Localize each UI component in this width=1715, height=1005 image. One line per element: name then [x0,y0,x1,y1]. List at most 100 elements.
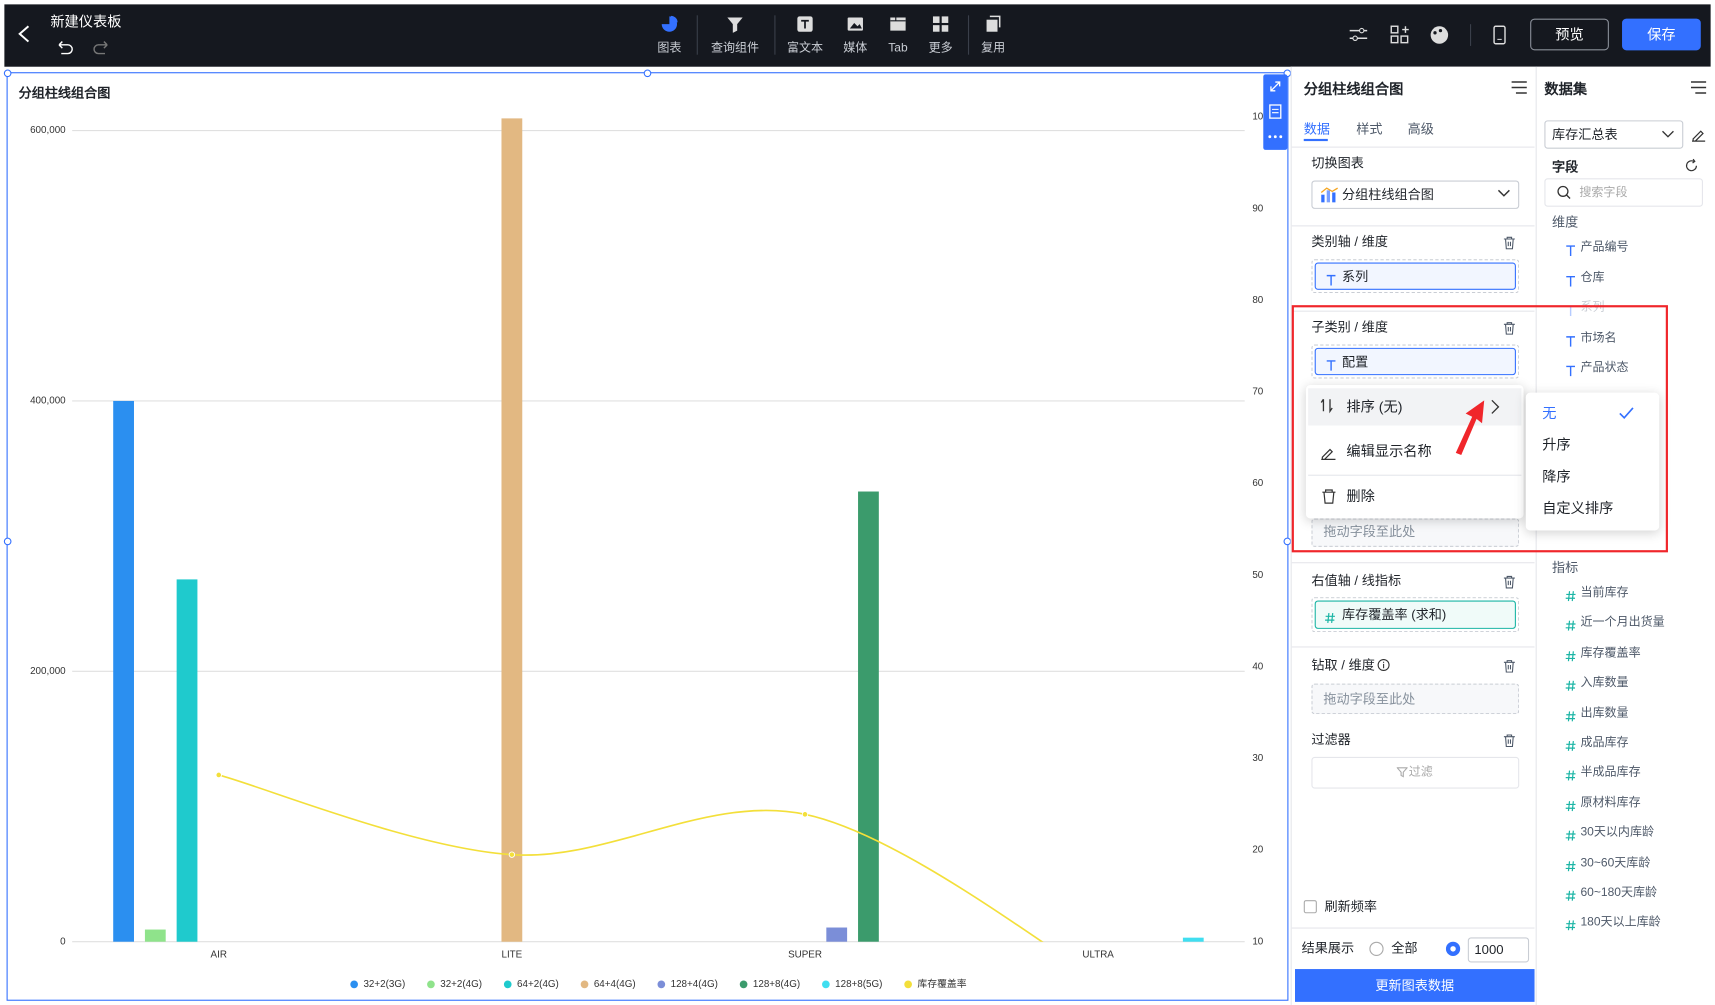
save-button[interactable]: 保存 [1622,18,1701,51]
sort-option[interactable]: 降序 [1542,468,1571,485]
dimension-field[interactable]: 仓库 [1580,271,1605,285]
y2-tick-label: 20 [1252,845,1263,856]
menu-item[interactable]: 编辑显示名称 [1346,442,1432,460]
measure-field[interactable]: 30~60天库龄 [1580,855,1651,870]
legend-label: 64+4(4G) [594,979,636,990]
y2-tick-label: 10 [1252,936,1263,947]
menu-item[interactable]: 删除 [1346,487,1375,505]
chart-card[interactable]: 分组柱线组合图 0 200,000 400,000 600,000 10 20 30 40 50… [6,72,1289,1001]
drop-zone[interactable] [1311,259,1520,294]
legend-marker [904,980,912,989]
number-field-icon-glyph [1565,800,1576,811]
edit-icon[interactable] [1691,127,1706,142]
text-field-icon-glyph [1566,305,1575,317]
field-chip[interactable] [1314,262,1516,290]
back-button[interactable] [15,24,33,44]
info-icon[interactable] [1377,658,1390,672]
sort-option[interactable]: 升序 [1542,436,1571,453]
dashboard-title: 新建仪表板 [50,13,122,30]
sort-option[interactable]: 无 [1542,404,1557,422]
text-field-icon-glyph [1566,365,1575,377]
dimension-field[interactable]: 产品编号 [1580,240,1629,254]
dimension-field[interactable]: 系列 [1580,300,1605,314]
sort-option[interactable]: 自定义排序 [1542,499,1614,517]
text-field-icon-glyph [1326,274,1336,286]
measure-field[interactable]: 原材料库存 [1580,796,1641,810]
chart-select[interactable] [1311,180,1520,209]
menu-icon[interactable] [1511,81,1527,94]
toolbar-icon-glyph [932,16,949,32]
y-tick-label: 600,000 [30,125,66,136]
dimension-field[interactable]: 市场名 [1580,331,1617,345]
measure-field[interactable]: 半成品库存 [1580,766,1641,780]
dataset-select[interactable] [1544,120,1684,149]
toolbar-label[interactable]: 更多 [928,41,953,55]
update-button[interactable]: 更新图表数据 [1295,969,1535,1002]
tab[interactable]: 样式 [1356,121,1383,137]
legend-label: 64+2(4G) [517,979,559,990]
number-field-icon-glyph [1565,591,1576,602]
field-chip[interactable] [1314,600,1516,629]
x-tick-label: LITE [501,949,522,960]
x-tick-label: ULTRA [1082,949,1114,960]
x-tick-label: AIR [211,949,227,960]
separator [967,15,970,55]
refresh-icon[interactable] [1684,158,1698,173]
preview-button[interactable]: 预览 [1530,18,1609,51]
radio-selected[interactable] [1445,941,1461,956]
toolbar-icon-glyph [727,17,743,33]
legend-label: 32+2(4G) [440,979,482,990]
measure-field[interactable]: 近一个月出货量 [1580,616,1665,630]
measure-field[interactable]: 成品库存 [1580,736,1629,750]
top-icons[interactable] [1348,24,1512,46]
chart-title: 分组柱线组合图 [19,85,111,101]
section-label: 类别轴 / 维度 [1311,234,1388,250]
section-label: 子类别 / 维度 [1311,319,1388,335]
drop-zone[interactable] [1311,597,1520,633]
limit-value: 1000 [1474,941,1504,958]
measure-field[interactable]: 库存覆盖率 [1580,646,1641,660]
toolbar-label[interactable]: Tab [888,41,908,55]
toolbar-icon-glyph [661,15,678,32]
undo-redo[interactable] [55,39,112,57]
menu-icon[interactable] [1690,81,1707,94]
radio[interactable] [1369,941,1384,956]
limit-input[interactable] [1467,937,1530,963]
measure-field[interactable]: 30天以内库龄 [1580,825,1655,840]
toolbar-label[interactable]: 查询组件 [710,41,760,55]
drop-hint: 拖动字段至此处 [1323,523,1416,540]
toolbar-label[interactable]: 复用 [981,41,1006,55]
text-field-icon [1326,271,1337,291]
chart-toolbar[interactable] [1263,74,1288,150]
toolbar-label[interactable]: 媒体 [843,41,868,55]
measure-field[interactable]: 出库数量 [1580,706,1629,720]
tab[interactable]: 高级 [1407,121,1434,137]
delete-icon-glyph [1503,734,1515,748]
legend-label: 库存覆盖率 [917,977,966,990]
checkbox[interactable] [1303,900,1317,914]
search-box[interactable] [1544,178,1703,207]
chart-toolbar-icons[interactable] [1263,74,1287,149]
drop-zone[interactable] [1311,683,1520,715]
number-field-icon-glyph [1565,621,1576,632]
dimension-field[interactable]: 产品状态 [1580,360,1629,375]
measure-field[interactable]: 180天以上库龄 [1580,915,1661,930]
legend-marker [350,980,358,989]
separator [696,15,698,55]
legend-marker [503,980,512,989]
toolbar-label[interactable]: 富文本 [786,41,824,55]
divider [1291,146,1535,148]
number-field-icon-glyph [1565,740,1576,751]
toolbar-label[interactable]: 图表 [657,41,682,55]
drop-hint: 拖动字段至此处 [1323,691,1416,707]
toolbar-icon [726,15,744,38]
menu-item[interactable]: 排序 (无) [1346,398,1403,415]
delete-icon [1503,235,1516,255]
number-field-icon [1565,677,1576,697]
measure-field[interactable]: 入库数量 [1580,676,1629,690]
measure-field[interactable]: 当前库存 [1580,586,1629,600]
measure-field[interactable]: 60~180天库龄 [1580,885,1658,900]
dimensions-label: 维度 [1552,214,1579,230]
filter-button[interactable] [1311,756,1520,789]
tab[interactable]: 数据 [1303,121,1331,137]
